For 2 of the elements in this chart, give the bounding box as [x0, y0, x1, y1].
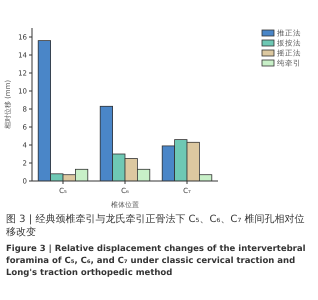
caption: Figure 3 | Relative displacement changes of the intervertebral foramina of C₅, C₆, and C₇ under classic cervical traction and Long's traction orthopedic method	[6, 244, 306, 278]
caption: 图 3 | 经典颈椎牵引与龙氏牵引正骨法下 C₅、C₆、C₇ 椎间孔相对位移改变	[6, 213, 305, 238]
